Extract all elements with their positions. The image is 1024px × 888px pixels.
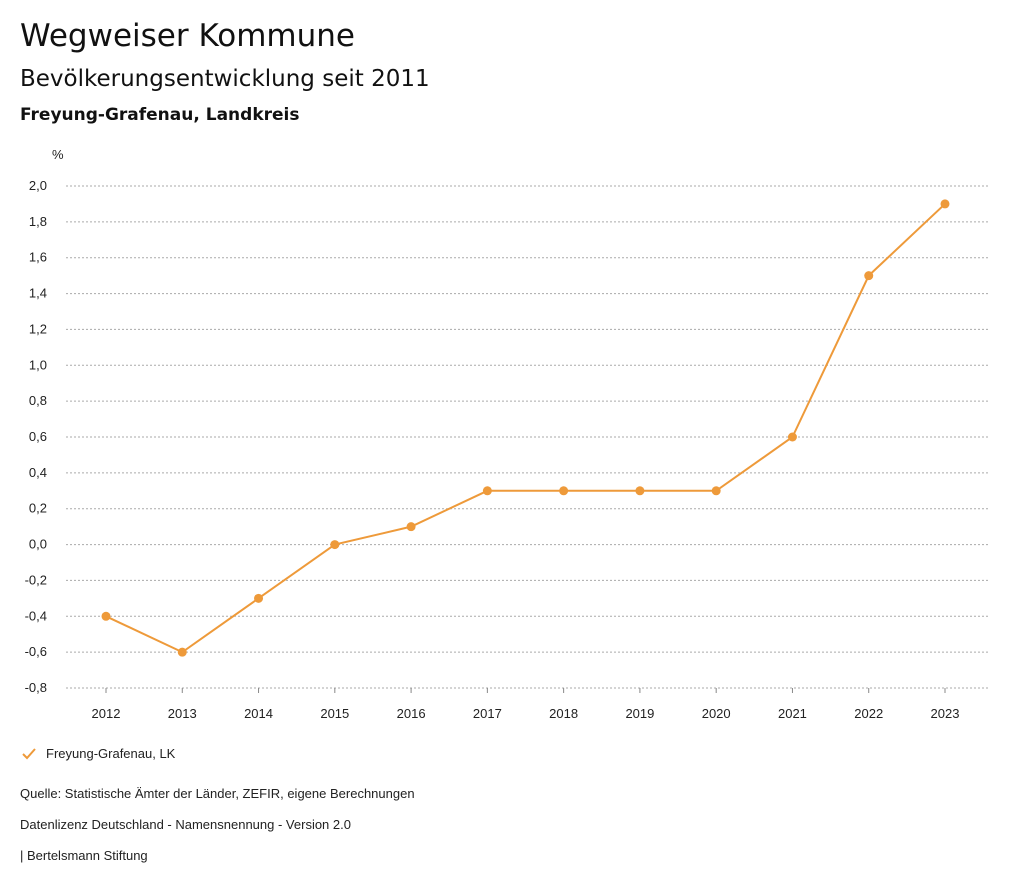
publisher-text: | Bertelsmann Stiftung bbox=[20, 848, 148, 863]
data-point[interactable] bbox=[864, 271, 874, 281]
check-icon bbox=[22, 747, 36, 759]
y-tick-label: 2,0 bbox=[29, 178, 47, 193]
source-text: Quelle: Statistische Ämter der Länder, Z… bbox=[20, 786, 415, 801]
legend-label: Freyung-Grafenau, LK bbox=[46, 746, 176, 761]
data-point[interactable] bbox=[482, 486, 492, 496]
x-tick-label: 2019 bbox=[625, 706, 654, 721]
x-tick-label: 2014 bbox=[244, 706, 273, 721]
data-point[interactable] bbox=[787, 432, 797, 442]
y-tick-label: -0,4 bbox=[25, 608, 47, 623]
data-point[interactable] bbox=[330, 540, 340, 550]
data-point[interactable] bbox=[940, 199, 950, 209]
x-tick-label: 2023 bbox=[931, 706, 960, 721]
data-point[interactable] bbox=[559, 486, 569, 496]
region-title: Freyung-Grafenau, Landkreis bbox=[20, 105, 300, 125]
y-tick-label: -0,6 bbox=[25, 644, 47, 659]
y-tick-label: 0,2 bbox=[29, 501, 47, 516]
x-tick-label: 2020 bbox=[702, 706, 731, 721]
app-title: Wegweiser Kommune bbox=[20, 18, 355, 54]
x-tick-label: 2015 bbox=[320, 706, 349, 721]
y-tick-label: 1,4 bbox=[29, 286, 47, 301]
line-chart: % 2,0 1,8 1,6 1,4 1,2 1,0 0,8 0,6 0,4 0,2 0,0 -0,2 -… bbox=[25, 147, 990, 721]
y-tick-label: 0,8 bbox=[29, 393, 47, 408]
y-tick-label: 0,6 bbox=[29, 429, 47, 444]
legend-item[interactable]: Freyung-Grafenau, LK bbox=[22, 746, 175, 761]
x-tick-label: 2018 bbox=[549, 706, 578, 721]
x-tick-label: 2016 bbox=[397, 706, 426, 721]
y-tick-label: -0,2 bbox=[25, 572, 47, 587]
data-point[interactable] bbox=[406, 522, 416, 532]
y-axis-label: % bbox=[52, 147, 64, 162]
y-tick-label: 1,2 bbox=[29, 321, 47, 336]
y-tick-label: 1,0 bbox=[29, 357, 47, 372]
x-tick-label: 2017 bbox=[473, 706, 502, 721]
x-tick-label: 2022 bbox=[854, 706, 883, 721]
data-point[interactable] bbox=[635, 486, 645, 496]
y-tick-label: 1,8 bbox=[29, 214, 47, 229]
y-tick-label: -0,8 bbox=[25, 680, 47, 695]
data-point[interactable] bbox=[254, 593, 264, 603]
data-point[interactable] bbox=[711, 486, 721, 496]
x-tick-label: 2012 bbox=[92, 706, 121, 721]
data-point[interactable] bbox=[101, 611, 111, 621]
y-tick-label: 0,4 bbox=[29, 465, 47, 480]
chart-subtitle: Bevölkerungsentwicklung seit 2011 bbox=[20, 66, 430, 92]
y-tick-label: 0,0 bbox=[29, 537, 47, 552]
x-tick-label: 2013 bbox=[168, 706, 197, 721]
x-tick-label: 2021 bbox=[778, 706, 807, 721]
y-tick-label: 1,6 bbox=[29, 250, 47, 265]
data-point[interactable] bbox=[177, 647, 187, 657]
series-line bbox=[105, 203, 946, 654]
license-text: Datenlizenz Deutschland - Namensnennung … bbox=[20, 817, 351, 832]
